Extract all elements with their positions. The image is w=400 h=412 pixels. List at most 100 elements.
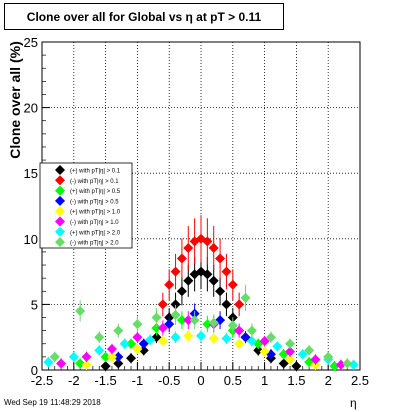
x-tick-label: -0.5 bbox=[158, 373, 180, 388]
data-point bbox=[113, 358, 124, 369]
data-point bbox=[285, 354, 296, 365]
series-group bbox=[43, 329, 359, 370]
x-tick-label: 1 bbox=[261, 373, 268, 388]
x-tick-label: -2 bbox=[68, 373, 80, 388]
legend: (+) with pT|η| > 0.1 (-) with pT|η| > 0.1… bbox=[39, 162, 133, 249]
data-point bbox=[106, 351, 117, 362]
data-point bbox=[170, 266, 181, 277]
data-point bbox=[234, 325, 245, 336]
data-point bbox=[164, 319, 175, 330]
chart-title: Clone over all for Global vs η at pT > 0… bbox=[4, 3, 284, 30]
data-point bbox=[221, 333, 232, 344]
x-axis-label: η bbox=[350, 396, 357, 410]
data-point bbox=[138, 345, 149, 356]
data-point bbox=[126, 338, 137, 349]
data-point bbox=[323, 351, 334, 362]
data-point bbox=[221, 299, 232, 310]
data-point bbox=[259, 346, 270, 357]
data-point bbox=[81, 351, 92, 362]
data-point bbox=[259, 336, 270, 347]
data-point bbox=[75, 358, 86, 369]
data-point bbox=[227, 279, 238, 290]
legend-box bbox=[39, 162, 133, 249]
data-point bbox=[75, 305, 86, 316]
legend-entry: (-) with pT|η| > 1.0 bbox=[70, 220, 119, 226]
legend-entry: (-) with pT|η| > 0.1 bbox=[70, 179, 119, 185]
series-group bbox=[157, 215, 245, 317]
data-point bbox=[132, 319, 143, 330]
data-point bbox=[170, 309, 181, 320]
y-tick-label: 15 bbox=[24, 166, 38, 181]
x-tick-label: -1.5 bbox=[94, 373, 116, 388]
data-point bbox=[304, 345, 315, 356]
data-point bbox=[81, 359, 92, 370]
data-point bbox=[157, 299, 168, 310]
data-point bbox=[43, 357, 54, 368]
data-point bbox=[234, 338, 245, 349]
x-tick-label: -1 bbox=[132, 373, 144, 388]
data-point bbox=[56, 358, 67, 369]
series-group bbox=[49, 284, 353, 369]
data-point bbox=[310, 354, 321, 365]
data-point bbox=[291, 361, 302, 372]
legend-entry: (+) with pT|η| > 0.5 bbox=[70, 189, 121, 195]
data-point bbox=[157, 336, 168, 347]
data-point bbox=[94, 332, 105, 343]
y-tick-label: 5 bbox=[31, 297, 38, 312]
data-point bbox=[183, 330, 194, 341]
data-point bbox=[234, 299, 245, 310]
legend-entry: (-) with pT|η| > 0.5 bbox=[70, 199, 119, 205]
data-point bbox=[151, 323, 162, 334]
data-point bbox=[94, 345, 105, 356]
x-tick-label: 0.5 bbox=[224, 373, 242, 388]
data-point bbox=[240, 332, 251, 343]
data-point bbox=[285, 338, 296, 349]
legend-marker bbox=[55, 226, 65, 237]
data-point bbox=[113, 351, 124, 362]
data-point bbox=[138, 338, 149, 349]
data-point bbox=[176, 286, 187, 297]
data-point bbox=[208, 333, 219, 344]
legend-entry: (-) with pT|η| > 2.0 bbox=[70, 241, 119, 247]
data-point bbox=[157, 323, 168, 334]
data-point bbox=[285, 346, 296, 357]
data-point bbox=[246, 325, 257, 336]
data-point bbox=[132, 332, 143, 343]
data-point bbox=[176, 253, 187, 264]
data-point bbox=[183, 315, 194, 326]
data-point bbox=[253, 345, 264, 356]
x-tick-label: 2.5 bbox=[351, 373, 369, 388]
data-point bbox=[208, 275, 219, 286]
x-tick-label: 0 bbox=[197, 373, 204, 388]
legend-marker bbox=[55, 216, 65, 227]
data-point bbox=[265, 332, 276, 343]
data-point bbox=[246, 336, 257, 347]
data-point bbox=[196, 330, 206, 341]
data-point bbox=[68, 351, 79, 362]
data-point bbox=[240, 292, 251, 303]
data-point bbox=[202, 319, 213, 330]
data-point bbox=[215, 286, 226, 297]
legend-marker bbox=[55, 195, 65, 206]
data-point bbox=[202, 269, 213, 280]
data-point bbox=[215, 253, 226, 264]
data-point bbox=[278, 358, 289, 369]
data-point bbox=[272, 341, 283, 352]
y-tick-label: 10 bbox=[24, 232, 38, 247]
legend-marker bbox=[55, 237, 65, 248]
data-point bbox=[202, 236, 213, 247]
data-point bbox=[119, 338, 130, 349]
data-point bbox=[100, 361, 111, 372]
data-point bbox=[227, 320, 238, 331]
legend-marker bbox=[55, 206, 65, 217]
data-point bbox=[348, 359, 359, 370]
timestamp: Wed Sep 19 11:48:29 2018 bbox=[4, 398, 101, 407]
data-point bbox=[132, 344, 143, 355]
data-point bbox=[49, 351, 60, 362]
y-tick-label: 20 bbox=[24, 101, 38, 116]
data-point bbox=[176, 315, 187, 326]
data-point bbox=[335, 359, 346, 370]
y-axis-label: Clone over all (%) bbox=[7, 41, 23, 158]
data-point bbox=[106, 344, 117, 355]
